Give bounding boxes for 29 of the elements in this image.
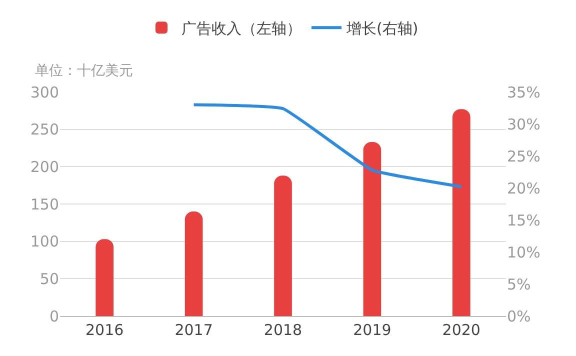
y2-tick-label: 20% <box>507 179 540 198</box>
bar <box>96 239 114 316</box>
bar <box>363 142 382 316</box>
y-axis-title: 单位：十亿美元 <box>35 63 133 79</box>
bar <box>452 109 470 316</box>
y-tick-label: 0 <box>49 307 59 326</box>
legend-label: 广告收入（左轴） <box>182 19 302 38</box>
bar <box>184 211 203 316</box>
y2-tick-label: 0% <box>507 307 531 326</box>
line-series <box>192 103 463 188</box>
y2-tick-label: 25% <box>507 147 540 166</box>
y-tick-label: 200 <box>30 158 59 176</box>
x-tick-label: 2017 <box>174 321 213 339</box>
y-tick-label: 300 <box>30 83 59 102</box>
y2-tick-label: 15% <box>507 211 540 230</box>
y2-tick-label: 30% <box>507 115 540 134</box>
x-tick-label: 2019 <box>353 321 392 339</box>
x-tick-label: 2020 <box>442 321 480 339</box>
x-tick-label: 2016 <box>86 321 124 339</box>
y-tick-label: 100 <box>30 232 59 251</box>
bar <box>274 176 292 316</box>
legend-label: 增长(右轴) <box>346 19 418 38</box>
y2-tick-label: 10% <box>507 243 540 262</box>
y2-tick-label: 35% <box>507 83 540 102</box>
y-tick-label: 150 <box>30 195 59 214</box>
y-tick-label: 250 <box>30 120 59 139</box>
y2-tick-label: 5% <box>507 275 531 294</box>
y-tick-label: 50 <box>40 270 59 288</box>
x-tick-label: 2018 <box>264 321 302 339</box>
